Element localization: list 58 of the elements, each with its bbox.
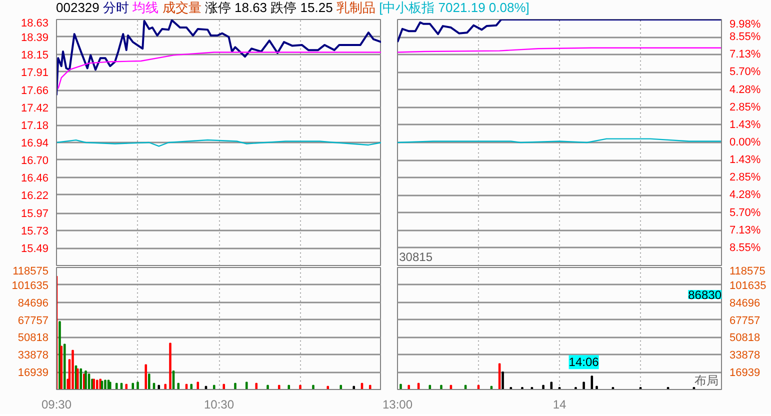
- y-tick-label: 67757: [18, 314, 49, 327]
- y2-tick-label: 9.98%: [730, 18, 761, 30]
- y-tick-label: 17.42: [20, 102, 49, 115]
- x-tick-label: 10:30: [204, 398, 234, 412]
- y-tick-label: 118575: [12, 266, 48, 278]
- chart-title: 002329: [56, 0, 100, 15]
- annotation: 布局: [694, 374, 718, 388]
- y2-tick-label: 33878: [730, 350, 760, 362]
- y2-tick-label: 5.70%: [730, 66, 761, 78]
- text: 乳制品: [336, 0, 376, 15]
- y-tick-label: 50818: [18, 332, 49, 344]
- annotation: 86830: [688, 288, 722, 302]
- y-tick-label: 16.70: [20, 154, 49, 167]
- y2-tick-label: 0.00%: [730, 136, 761, 148]
- y2-tick-label: 118575: [730, 266, 766, 278]
- text: 涨停 18.63: [204, 0, 268, 15]
- y2-tick-label: 1.43%: [730, 154, 761, 166]
- annotation: 30815: [399, 250, 433, 264]
- x-tick-label: 14: [552, 398, 566, 412]
- y-tick-label: 15.73: [20, 226, 49, 238]
- y2-tick-label: 4.28%: [730, 84, 761, 96]
- y-tick-label: 15.97: [20, 208, 49, 220]
- y2-tick-label: 7.13%: [730, 224, 761, 236]
- y-tick-label: 16.94: [20, 138, 49, 150]
- y2-tick-label: 8.55%: [730, 242, 761, 254]
- y2-tick-label: 2.85%: [730, 101, 761, 114]
- y-tick-label: 17.66: [20, 85, 49, 98]
- y-tick-label: 16939: [18, 367, 49, 380]
- text: [中小板指 7021.19 0.08%]: [379, 0, 530, 15]
- y-tick-label: 16.46: [20, 172, 49, 184]
- y-tick-label: 33878: [18, 350, 49, 362]
- y2-tick-label: 2.85%: [730, 172, 761, 184]
- y-tick-label: 84696: [18, 297, 49, 310]
- y2-tick-label: 67757: [730, 314, 760, 327]
- y-tick-label: 18.63: [20, 18, 49, 30]
- text: 成交量: [162, 0, 202, 15]
- y2-tick-label: 7.13%: [730, 48, 761, 61]
- y-tick-label: 17.91: [20, 66, 49, 79]
- text: 均线: [132, 0, 159, 15]
- y2-tick-label: 8.55%: [730, 31, 761, 44]
- series-label: 分时: [103, 0, 130, 15]
- y2-tick-label: 5.70%: [730, 206, 761, 219]
- y-tick-label: 17.18: [20, 120, 49, 132]
- y-tick-label: 18.39: [20, 32, 49, 44]
- y2-tick-label: 101635: [730, 280, 766, 292]
- y-tick-label: 15.49: [20, 243, 49, 256]
- y2-tick-label: 4.28%: [730, 189, 761, 202]
- text: 跌停 15.25: [270, 0, 333, 15]
- y2-tick-label: 1.43%: [730, 118, 761, 131]
- y2-tick-label: 84696: [730, 297, 760, 310]
- x-tick-label: 13:00: [382, 398, 413, 412]
- y-tick-label: 101635: [12, 280, 49, 292]
- annotation: 14:06: [568, 355, 600, 370]
- y-tick-label: 16.22: [20, 190, 49, 202]
- x-tick-label: 09:30: [41, 398, 72, 412]
- y2-tick-label: 16939: [730, 367, 760, 380]
- y2-tick-label: 50818: [730, 332, 760, 344]
- y-tick-label: 18.15: [20, 49, 49, 62]
